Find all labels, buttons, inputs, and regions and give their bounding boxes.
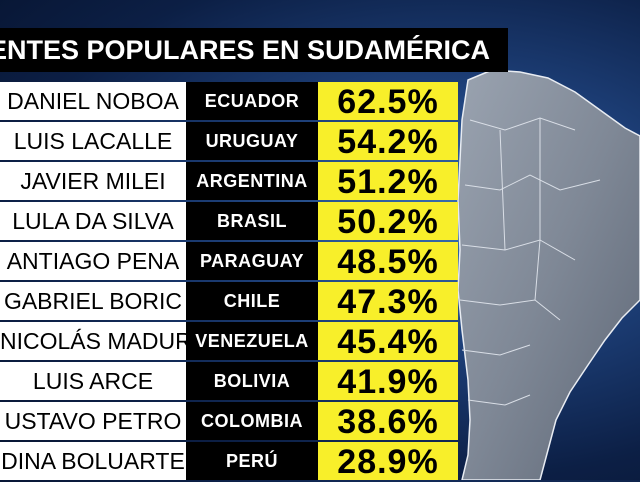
president-name: NICOLÁS MADURO [0,322,186,360]
country-label: BOLIVIA [186,362,318,400]
table-row: GABRIEL BORIC CHILE 47.3% [0,282,458,321]
approval-percentage: 45.4% [318,322,458,361]
country-label: CHILE [186,282,318,320]
approval-percentage: 28.9% [318,442,458,481]
table-row: LUIS LACALLE URUGUAY 54.2% [0,122,458,161]
approval-percentage: 51.2% [318,162,458,201]
approval-percentage: 47.3% [318,282,458,321]
country-borders [459,117,601,406]
page-title: IDENTES POPULARES EN SUDAMÉRICA [0,28,508,72]
approval-percentage: 48.5% [318,242,458,281]
president-name: JAVIER MILEI [0,162,186,200]
president-name: LUIS LACALLE [0,122,186,160]
table-row: DINA BOLUARTE PERÚ 28.9% [0,442,458,481]
table-row: LUIS ARCE BOLIVIA 41.9% [0,362,458,401]
country-label: COLOMBIA [186,402,318,440]
president-name: DINA BOLUARTE [0,442,186,480]
approval-percentage: 50.2% [318,202,458,241]
country-label: PARAGUAY [186,242,318,280]
country-label: ECUADOR [186,82,318,120]
country-label: BRASIL [186,202,318,240]
president-name: LUIS ARCE [0,362,186,400]
president-name: LULA DA SILVA [0,202,186,240]
president-name: DANIEL NOBOA [0,82,186,120]
approval-percentage: 38.6% [318,402,458,441]
country-label: URUGUAY [186,122,318,160]
country-label: ARGENTINA [186,162,318,200]
table-row: JAVIER MILEI ARGENTINA 51.2% [0,162,458,201]
approval-percentage: 62.5% [318,82,458,121]
table-row: NICOLÁS MADUROVENEZUELA45.4% [0,322,458,361]
continent-shape [457,69,640,480]
table-row: ANTIAGO PENA PARAGUAY 48.5% [0,242,458,281]
president-name: USTAVO PETRO [0,402,186,440]
approval-percentage: 41.9% [318,362,458,401]
country-label: VENEZUELA [186,322,318,360]
president-name: ANTIAGO PENA [0,242,186,280]
president-name: GABRIEL BORIC [0,282,186,320]
table-row: LULA DA SILVA BRASIL 50.2% [0,202,458,241]
country-label: PERÚ [186,442,318,480]
table-row: DANIEL NOBOA ECUADOR 62.5% [0,82,458,121]
table-row: USTAVO PETRO COLOMBIA 38.6% [0,402,458,441]
approval-percentage: 54.2% [318,122,458,161]
